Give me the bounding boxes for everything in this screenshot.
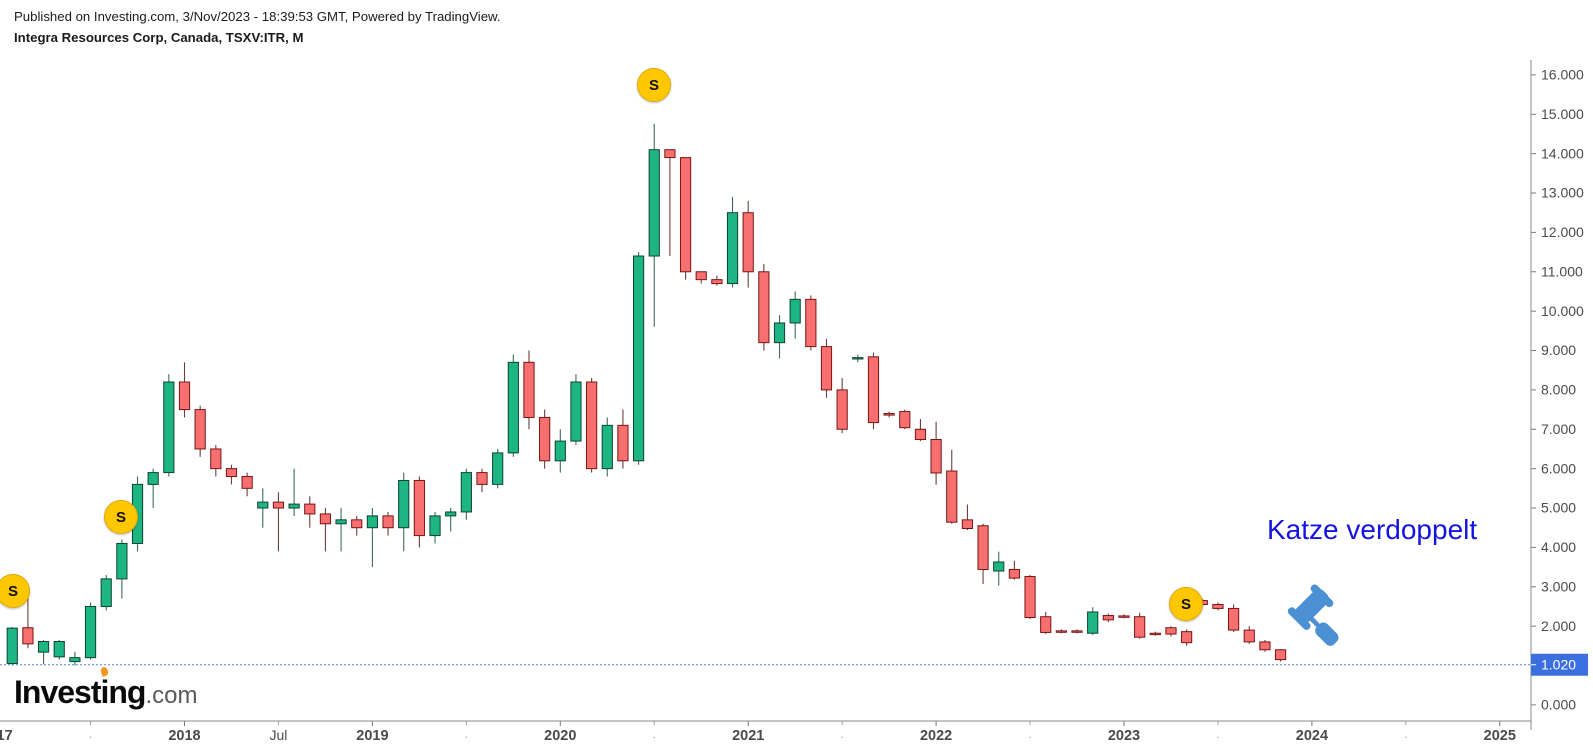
svg-text:2025: 2025: [1484, 728, 1516, 744]
svg-text:.: .: [1028, 727, 1031, 741]
svg-text:3.000: 3.000: [1541, 578, 1576, 594]
svg-text:Jul: Jul: [269, 727, 287, 743]
svg-text:.: .: [1404, 727, 1407, 741]
svg-text:.: .: [653, 727, 656, 741]
svg-text:10.000: 10.000: [1541, 303, 1584, 319]
svg-text:4.000: 4.000: [1541, 539, 1576, 555]
svg-text:.: .: [465, 727, 468, 741]
svg-text:14.000: 14.000: [1541, 145, 1584, 161]
svg-text:2024: 2024: [1296, 728, 1328, 744]
svg-text:2023: 2023: [1108, 728, 1140, 744]
svg-text:.: .: [1216, 727, 1219, 741]
svg-text:.: .: [89, 727, 92, 741]
svg-text:2.000: 2.000: [1541, 618, 1576, 634]
svg-text:2019: 2019: [356, 728, 388, 744]
svg-text:8.000: 8.000: [1541, 382, 1576, 398]
svg-text:6.000: 6.000: [1541, 460, 1576, 476]
svg-text:2020: 2020: [544, 728, 576, 744]
svg-text:13.000: 13.000: [1541, 185, 1584, 201]
svg-text:16.000: 16.000: [1541, 67, 1584, 83]
svg-text:5.000: 5.000: [1541, 500, 1576, 516]
svg-text:2021: 2021: [732, 728, 764, 744]
svg-text:7.000: 7.000: [1541, 421, 1576, 437]
svg-text:0.000: 0.000: [1541, 697, 1576, 713]
svg-text:11.000: 11.000: [1541, 263, 1583, 279]
svg-text:.: .: [840, 727, 843, 741]
svg-text:1.020: 1.020: [1541, 657, 1576, 673]
svg-text:2018: 2018: [168, 728, 200, 744]
svg-text:15.000: 15.000: [1541, 106, 1584, 122]
svg-text:12.000: 12.000: [1541, 224, 1584, 240]
svg-text:9.000: 9.000: [1541, 342, 1576, 358]
svg-text:2022: 2022: [920, 728, 952, 744]
